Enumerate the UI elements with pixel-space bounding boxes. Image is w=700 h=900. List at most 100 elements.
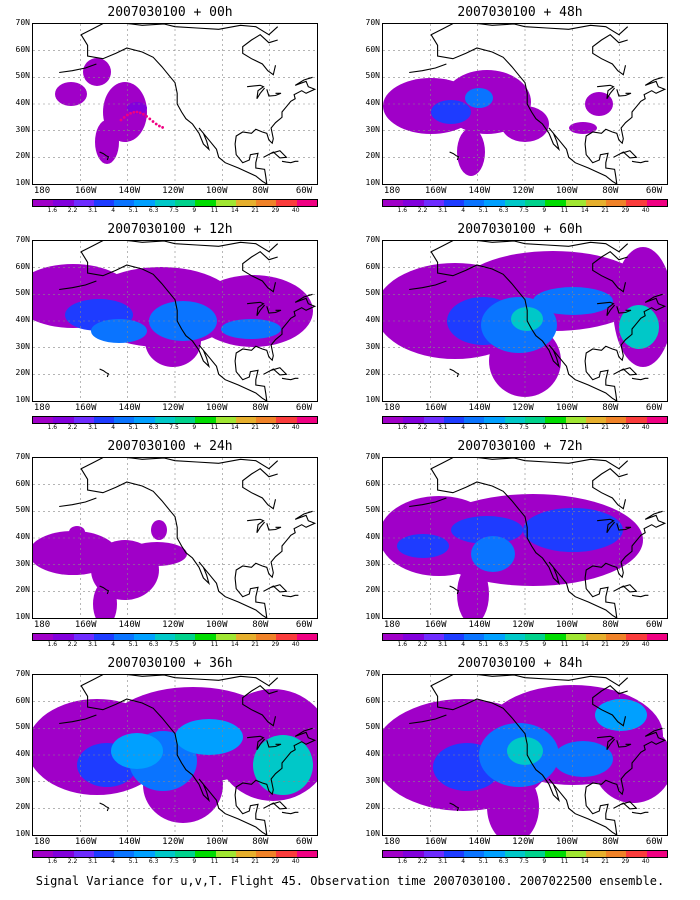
lat-tick-label: 70N — [15, 18, 30, 27]
coastline — [281, 160, 299, 164]
coastline — [592, 34, 628, 76]
variance-contour — [151, 520, 167, 540]
lat-tick-label: 30N — [15, 124, 30, 134]
coastline — [263, 584, 288, 593]
lat-tick-label: 20N — [365, 151, 380, 161]
colorbar-swatch — [484, 634, 505, 640]
colorbar-swatch — [235, 417, 257, 423]
panel-title: 2007030100 + 84h — [457, 656, 583, 671]
colorbar-label: 29 — [271, 424, 280, 431]
colorbar-label: 6.3 — [148, 424, 159, 431]
lon-tick-label: 120W — [512, 620, 534, 630]
lon-tick-label: 100W — [205, 403, 228, 413]
lon-tick-label: 180 — [33, 403, 51, 413]
coastline — [631, 811, 649, 815]
colorbar-swatch — [484, 417, 505, 423]
colorbar-label: 5.1 — [478, 641, 489, 648]
colorbar-swatch — [403, 200, 424, 206]
colorbar-label: 29 — [271, 207, 280, 214]
colorbar-label: 6.3 — [498, 858, 509, 865]
lat-tick-label: 40N — [15, 532, 30, 541]
colorbar-label: 1.6 — [47, 858, 58, 865]
colorbar-label: 11 — [560, 641, 569, 648]
map-panel: 2007030100 + 72h 70N 60N 50N 40N 30N 20N 10N 180… — [350, 439, 690, 655]
colorbar-swatch — [403, 417, 424, 423]
map-svg — [33, 675, 317, 835]
lat-tick-label: 70N — [15, 235, 30, 244]
colorbar — [382, 416, 668, 424]
colorbar-swatch — [296, 634, 317, 640]
lat-tick-label: 40N — [365, 98, 380, 107]
lon-tick-label: 80W — [252, 186, 269, 196]
lat-tick-label: 60N — [15, 44, 30, 54]
flight-track-point — [142, 112, 145, 116]
colorbar-label: 2.2 — [417, 424, 428, 431]
colorbar-swatch — [33, 851, 54, 857]
variance-contour — [397, 534, 449, 558]
colorbar-label: 40 — [641, 641, 650, 648]
variance-contour — [553, 741, 613, 777]
colorbar — [382, 199, 668, 207]
colorbar-label: 5.1 — [128, 207, 139, 214]
coastline — [449, 802, 460, 812]
colorbar-label: 6.3 — [498, 207, 509, 214]
colorbar-label: 1.6 — [47, 424, 58, 431]
coastline — [449, 368, 460, 378]
lon-tick-label: 160W — [424, 403, 447, 413]
colorbar-swatch — [585, 851, 607, 857]
lon-tick-label: 180 — [33, 620, 51, 630]
lat-tick-label: 30N — [365, 558, 380, 568]
lat-tick-label: 60N — [365, 478, 380, 488]
colorbar-label: 40 — [291, 207, 300, 214]
colorbar-label: 2.2 — [67, 858, 78, 865]
lon-tick-label: 60W — [295, 403, 313, 413]
map-plot — [382, 457, 668, 619]
colorbar-label: 11 — [210, 424, 219, 431]
coastline — [59, 63, 97, 74]
colorbar-swatch — [626, 634, 647, 640]
lat-tick-label: 50N — [365, 71, 380, 81]
colorbar-label: 2.2 — [67, 207, 78, 214]
coastline — [409, 63, 447, 74]
lon-tick-label: 80W — [602, 186, 619, 196]
lon-tick-label: 80W — [602, 403, 619, 413]
lat-tick-label: 70N — [365, 235, 380, 244]
lon-tick-label: 120W — [162, 620, 184, 630]
colorbar-label: 9 — [542, 858, 547, 865]
colorbar-swatch — [154, 851, 175, 857]
colorbar — [382, 633, 668, 641]
flight-track-point — [138, 111, 142, 115]
variance-contour — [93, 582, 117, 618]
lat-tick-label: 50N — [365, 722, 380, 732]
variance-contour — [595, 699, 647, 731]
lon-tick-label: 100W — [555, 837, 578, 847]
colorbar-swatch — [53, 417, 74, 423]
colorbar-swatch — [154, 200, 175, 206]
variance-contour — [127, 102, 147, 114]
colorbar-swatch — [73, 851, 94, 857]
panel-title: 2007030100 + 12h — [107, 222, 233, 237]
colorbar-label: 5.1 — [478, 424, 489, 431]
lat-tick-label: 70N — [365, 452, 380, 461]
coastline — [409, 497, 447, 508]
lat-tick-label: 30N — [15, 775, 30, 785]
lon-tick-label: 60W — [645, 620, 663, 630]
lat-tick-label: 20N — [15, 802, 30, 812]
colorbar-swatch — [585, 200, 607, 206]
colorbar — [32, 633, 318, 641]
map-plot — [382, 240, 668, 402]
colorbar-label: 2.2 — [67, 424, 78, 431]
lat-tick-label: 10N — [365, 178, 380, 187]
colorbar-swatch — [403, 634, 424, 640]
colorbar-label: 4 — [461, 424, 466, 431]
map-plot — [32, 674, 318, 836]
lon-tick-label: 180 — [383, 403, 401, 413]
map-svg — [33, 458, 317, 618]
map-svg — [383, 675, 667, 835]
colorbar — [32, 850, 318, 858]
flight-track-point — [151, 120, 155, 123]
colorbar-label: 14 — [581, 641, 589, 648]
colorbar — [32, 416, 318, 424]
coastline — [430, 24, 629, 36]
coastline — [449, 585, 460, 595]
